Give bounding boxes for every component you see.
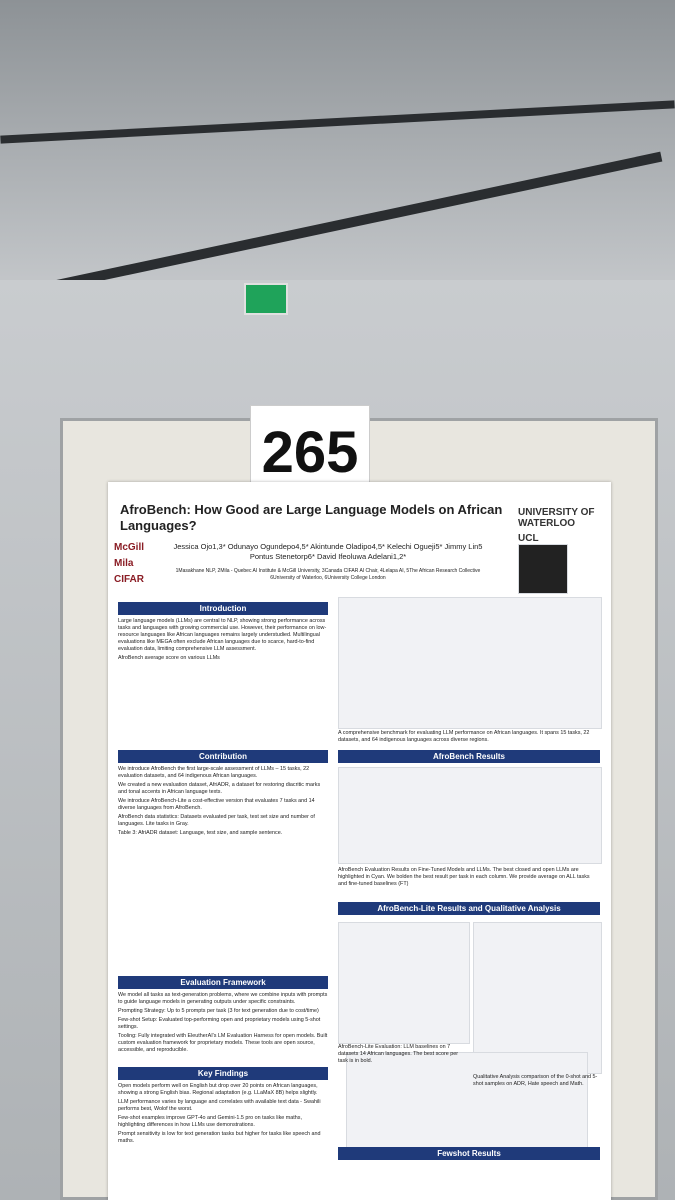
paragraph: Open models perform well on English but …	[118, 1083, 318, 1096]
caption: AfroBench-Lite Evaluation: LLM baselines…	[338, 1044, 459, 1064]
paragraph: Table 3: AfriADR dataset: Language, test…	[118, 830, 283, 836]
paragraph: AfroBench data statistics: Datasets eval…	[118, 814, 315, 827]
paragraph: Large language models (LLMs) are central…	[118, 618, 327, 652]
section-body: We introduce AfroBench the first large-s…	[118, 763, 328, 837]
logos: UNIVERSITY OF WATERLOO UCL	[518, 507, 603, 548]
qr-code	[518, 544, 568, 594]
section: Contribution We introduce AfroBench the f…	[118, 750, 328, 972]
caption: Qualitative Analysis comparison of the 0…	[473, 1074, 598, 1087]
paragraph: We introduce AfroBench the first large-s…	[118, 766, 310, 779]
section-body	[338, 1160, 600, 1163]
paragraph: Prompt sensitivity is low for text gener…	[118, 1131, 321, 1144]
section: Evaluation Framework We model all tasks a…	[118, 976, 328, 1064]
logo: McGill	[114, 542, 145, 553]
caption: A comprehensive benchmark for evaluating…	[338, 730, 590, 743]
paragraph: Tooling: Fully integrated with EleutherA…	[118, 1033, 328, 1053]
section-body	[338, 763, 600, 766]
poster-title: AfroBench: How Good are Large Language M…	[120, 502, 503, 533]
logo: UCL	[518, 533, 539, 544]
paragraph: We model all tasks as text-generation pr…	[118, 992, 328, 1005]
ceiling	[0, 0, 675, 300]
section-heading: AfroBench Results	[338, 750, 600, 763]
bar-figure	[346, 1052, 588, 1149]
section: Introduction Large language models (LLMs)…	[118, 602, 328, 748]
section-heading: Introduction	[118, 602, 328, 615]
section-heading: Key Findings	[118, 1067, 328, 1080]
paragraph: Few-shot examples improve GPT-4o and Gem…	[118, 1115, 302, 1128]
section: Fewshot Results	[338, 1147, 600, 1187]
paragraph: Few-shot Setup: Evaluated top-performing…	[118, 1017, 321, 1030]
results-table	[338, 767, 602, 864]
qualitative-table	[473, 922, 602, 1074]
logo: Mila	[114, 558, 134, 569]
section-body: Open models perform well on English but …	[118, 1080, 328, 1145]
logos: McGill Mila CIFAR	[114, 542, 164, 590]
logo: UNIVERSITY OF WATERLOO	[518, 507, 595, 529]
lite-table	[338, 922, 470, 1044]
section: AfroBench-Lite Results and Qualitative A…	[338, 902, 600, 920]
section-heading: Fewshot Results	[338, 1147, 600, 1160]
section: AfroBench Results	[338, 750, 600, 767]
paragraph: We introduce AfroBench-Lite a cost-effec…	[118, 798, 315, 811]
section: Key Findings Open models perform well on …	[118, 1067, 328, 1200]
section-heading: Evaluation Framework	[118, 976, 328, 989]
authors: Jessica Ojo1,3* Odunayo Ogundepo4,5* Aki…	[173, 542, 483, 561]
paragraph: LLM performance varies by language and c…	[118, 1099, 321, 1112]
affiliations: 1Masakhane NLP, 2Mila - Quebec AI Instit…	[175, 568, 481, 581]
paragraph: Prompting Strategy: Up to 5 prompts per …	[118, 1008, 319, 1014]
section-body: We model all tasks as text-generation pr…	[118, 989, 328, 1054]
section-body	[338, 915, 600, 918]
logo: CIFAR	[114, 574, 144, 585]
overview-figure	[338, 597, 602, 729]
section-heading: AfroBench-Lite Results and Qualitative A…	[338, 902, 600, 915]
paragraph: AfroBench average score on various LLMs	[118, 655, 220, 661]
caption: AfroBench Evaluation Results on Fine-Tun…	[338, 867, 590, 887]
section-body: Large language models (LLMs) are central…	[118, 615, 328, 662]
exit-sign	[244, 283, 288, 315]
paragraph: We created a new evaluation dataset, Afr…	[118, 782, 321, 795]
section-heading: Contribution	[118, 750, 328, 763]
poster: AfroBench: How Good are Large Language M…	[108, 482, 611, 1200]
